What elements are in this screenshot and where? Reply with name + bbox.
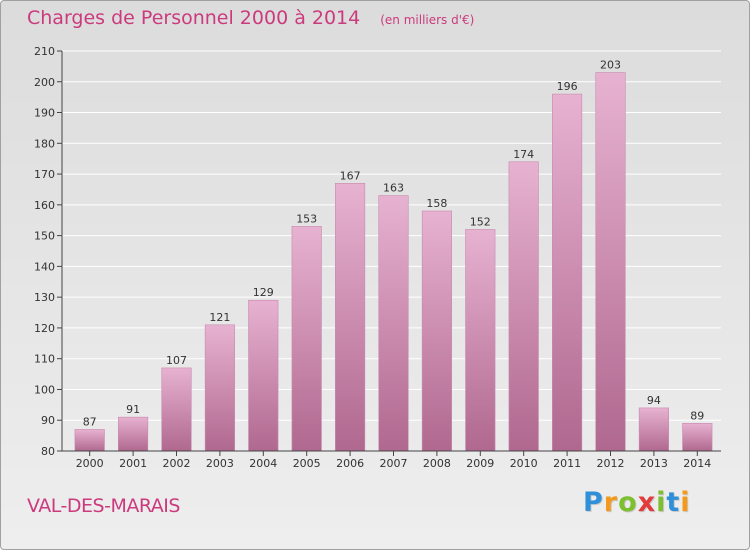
x-tick-label-2010: 2010 (510, 457, 538, 470)
bar-2009 (465, 229, 496, 452)
x-tick-label-2007: 2007 (380, 457, 408, 470)
bar-2013 (638, 407, 669, 452)
y-tick-label: 100 (34, 383, 55, 396)
x-tick-label-2000: 2000 (76, 457, 104, 470)
bar-2003 (204, 324, 235, 452)
data-label-2007: 163 (383, 182, 404, 195)
y-tick-label: 190 (34, 107, 55, 120)
y-tick-label: 150 (34, 230, 55, 243)
bar-2014 (682, 423, 713, 452)
y-tick-label: 90 (41, 414, 55, 427)
chart-subtitle: (en milliers d'€) (380, 13, 475, 27)
title-row: Charges de Personnel 2000 à 2014 (en mil… (27, 7, 474, 29)
bar-2000 (74, 429, 105, 452)
x-tick-label-2012: 2012 (597, 457, 625, 470)
x-tick-label-2008: 2008 (423, 457, 451, 470)
bar-2011 (552, 93, 583, 452)
x-tick-label-2005: 2005 (293, 457, 321, 470)
bar-2008 (421, 210, 452, 452)
x-tick-label-2006: 2006 (336, 457, 364, 470)
data-label-2002: 107 (166, 354, 187, 367)
y-tick-label: 130 (34, 291, 55, 304)
y-tick-label: 110 (34, 353, 55, 366)
y-tick-label: 170 (34, 168, 55, 181)
data-label-2008: 158 (426, 197, 447, 210)
y-tick-label: 80 (41, 445, 55, 458)
bar-2006 (335, 183, 366, 452)
bars (74, 72, 713, 452)
x-tick-label-2001: 2001 (119, 457, 147, 470)
data-label-2004: 129 (253, 286, 274, 299)
proxiti-logo: Proxiti (583, 487, 691, 518)
data-label-2006: 167 (340, 169, 361, 182)
bar-2012 (595, 72, 626, 452)
data-label-2000: 87 (83, 415, 97, 428)
x-tick-label-2014: 2014 (683, 457, 711, 470)
data-label-2013: 94 (647, 394, 661, 407)
data-label-2001: 91 (126, 403, 140, 416)
data-label-2009: 152 (470, 215, 491, 228)
data-label-2012: 203 (600, 59, 621, 72)
x-tick-label-2009: 2009 (466, 457, 494, 470)
axes: 8090100110120130140150160170180190200210… (34, 45, 721, 470)
bar-2005 (291, 226, 322, 452)
y-tick-label: 140 (34, 260, 55, 273)
bar-2001 (118, 416, 149, 452)
x-tick-label-2004: 2004 (249, 457, 277, 470)
data-label-2010: 174 (513, 148, 534, 161)
y-tick-label: 160 (34, 199, 55, 212)
y-tick-label: 210 (34, 45, 55, 58)
data-label-2011: 196 (557, 80, 578, 93)
data-label-2005: 153 (296, 212, 317, 225)
data-label-2003: 121 (209, 311, 230, 324)
chart-title: Charges de Personnel 2000 à 2014 (27, 7, 361, 29)
data-label-2014: 89 (690, 409, 704, 422)
y-tick-label: 120 (34, 322, 55, 335)
bar-2010 (508, 161, 539, 452)
bar-2004 (248, 299, 279, 452)
data-labels: 87 91 107 121 129 153 167 163 158 152 174 196 203 94 8… (83, 59, 705, 429)
x-tick-label-2011: 2011 (553, 457, 581, 470)
y-tick-label: 200 (34, 76, 55, 89)
x-tick-label-2013: 2013 (640, 457, 668, 470)
y-tick-label: 180 (34, 137, 55, 150)
x-tick-label-2002: 2002 (163, 457, 191, 470)
bar-2007 (378, 195, 409, 452)
bar-2002 (161, 367, 192, 452)
commune-name: VAL-DES-MARAIS (27, 495, 180, 517)
x-tick-label-2003: 2003 (206, 457, 234, 470)
